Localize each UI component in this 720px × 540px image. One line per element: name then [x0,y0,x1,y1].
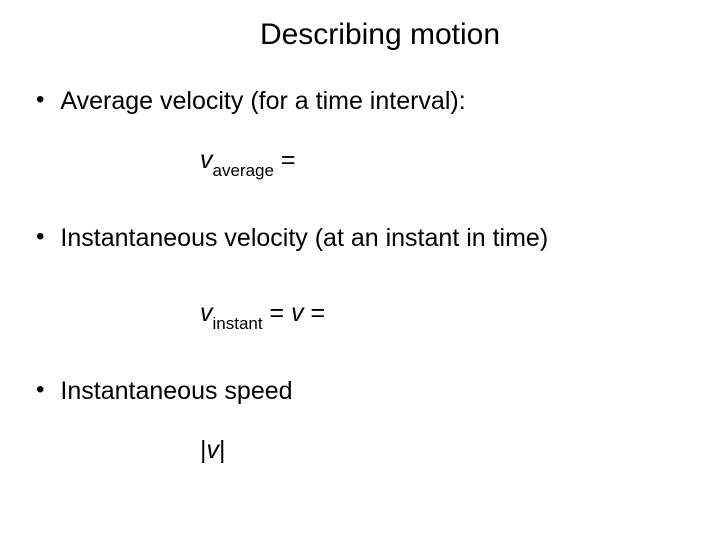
bullet-text: Average velocity (for a time interval): [60,86,465,116]
variable-v: v [200,146,213,174]
bullet-item: • Instantaneous velocity (at an instant … [30,223,690,253]
bullet-dot-icon: • [36,86,44,115]
bullet-dot-icon: • [36,223,44,252]
abs-bar-close: | [219,436,226,464]
bullet-item: • Instantaneous speed [30,376,690,406]
equation-instantaneous-speed: |v| [200,436,690,465]
bullet-text: Instantaneous speed [60,376,292,406]
bullet-text: Instantaneous velocity (at an instant in… [60,223,548,253]
equation-average-velocity: vaverage = [200,146,690,179]
variable-v: v [200,299,213,327]
slide-title: Describing motion [70,18,690,52]
equals-sign: = [281,146,296,174]
bullet-dot-icon: • [36,376,44,405]
subscript-average: average [213,161,274,180]
bullet-item: • Average velocity (for a time interval)… [30,86,690,116]
variable-v: v [207,436,220,464]
equals-sign: = [270,299,292,327]
subscript-instant: instant [213,314,263,333]
variable-v: v [291,299,304,327]
equals-sign: = [304,299,326,327]
equation-instantaneous-velocity: vinstant = v = [200,299,690,332]
slide: Describing motion • Average velocity (fo… [0,0,720,540]
